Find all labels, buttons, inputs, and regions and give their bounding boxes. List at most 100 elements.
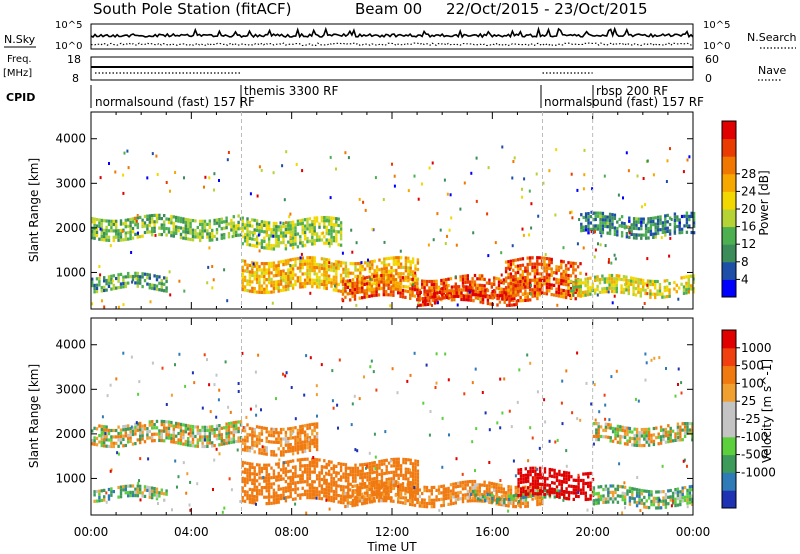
vel-region-8 [93,484,168,503]
nave-tick-bottom: 0 [705,72,712,85]
vel-cbar-tick-3: 25 [741,394,756,408]
vel-ytick-label-2: 3000 [55,382,86,396]
velocity-colorbar: 1000 500 100 25 -25 -100 -500 -1000 [721,329,776,509]
power-region-8 [91,271,168,294]
vel-region-2 [241,457,420,506]
cpid-label: CPID [6,91,35,104]
power-scatter-cells [91,145,696,309]
nsky-line [90,26,694,39]
power-colorbar-swatch-4 [722,209,736,228]
power-colorbar-label: Power [dB] [757,170,771,235]
beam-title: Beam 00 [355,0,422,18]
station-title: South Pole Station (fitACF) [93,0,291,18]
nsky-label: N.Sky [4,33,36,46]
velocity-ylabel: Slant Range [km] [27,364,41,468]
power-colorbar-swatch-5 [722,191,736,210]
nsearch-tick-top: 10^5 [703,20,730,31]
power-cbar-tick-4: 20 [741,202,756,216]
nave-tick-top: 60 [705,53,719,66]
vel-cbar-tick-5: -100 [741,430,768,444]
vel-region-0 [91,419,243,449]
nsky-series [90,26,694,47]
x-tick-label-5: 20:00 [575,525,610,539]
x-axis: 00:00 04:00 08:00 12:00 16:00 20:00 00:00 [74,525,711,539]
power-axes: 1000 2000 3000 4000 [55,112,694,309]
power-region-0 [91,213,243,243]
freq-tick-bottom: 8 [72,72,79,85]
cpid-segment-2: themis 3300 RF [244,84,338,98]
x-axis-label: Time UT [366,540,417,554]
power-ytick-label-3: 4000 [55,132,86,146]
freq-label-line1: Freq. [7,54,32,65]
vel-cbar-tick-4: -25 [741,412,761,426]
nsky-tick-top: 10^5 [55,20,82,31]
power-colorbar: 4 8 12 16 20 24 28 [721,120,756,298]
vel-cbar-tick-2: 100 [741,376,764,390]
power-cbar-tick-6: 28 [741,167,756,181]
velocity-scatter-cells [91,351,694,515]
vel-ytick-label-1: 2000 [55,427,86,441]
nave-label: Nave [758,64,786,77]
vel-cbar-tick-6: -500 [741,448,768,462]
x-tick-label-1: 04:00 [174,525,209,539]
velocity-colorbar-swatch-6 [722,383,736,402]
power-colorbar-swatch-1 [722,261,736,280]
nsearch-label: N.Search [747,31,797,44]
nsky-strip-frame [90,23,694,50]
power-ylabel: Slant Range [km] [27,158,41,262]
freq-strip-frame [90,56,694,81]
velocity-colorbar-swatch-7 [722,365,736,384]
power-colorbar-swatch-3 [722,226,736,245]
freq-tick-top: 18 [67,53,81,66]
nsearch-line [90,42,694,47]
velocity-colorbar-swatch-4 [722,419,736,438]
x-tick-label-0: 00:00 [74,525,109,539]
power-cbar-tick-3: 16 [741,220,756,234]
velocity-colorbar-swatch-1 [722,472,736,491]
vel-cbar-tick-0: 1000 [741,341,772,355]
velocity-colorbar-swatch-3 [722,436,736,456]
vel-sparse-echoes [101,351,694,515]
freq-label-line2: [MHz] [3,68,32,79]
power-region-4 [417,285,518,307]
velocity-colorbar-label: Velocity [m s^-1] [760,359,774,463]
power-ytick-label-0: 1000 [55,265,86,279]
nsearch-tick-bottom: 10^0 [703,41,730,52]
cpid-segment-1: normalsound (fast) 157 RF [95,95,255,109]
cpid-segment-3: normalsound (fast) 157 RF [544,95,704,109]
velocity-colorbar-swatch-9 [722,330,736,349]
x-tick-label-6: 00:00 [676,525,711,539]
velocity-axes: 1000 2000 3000 4000 [55,318,694,515]
vel-region-4 [467,488,568,505]
vel-cbar-tick-7: -1000 [741,465,776,479]
power-cbar-tick-0: 4 [741,272,749,286]
power-ytick-label-1: 2000 [55,221,86,235]
freq-series [91,66,693,74]
nsky-tick-bottom: 10^0 [55,41,82,52]
power-colorbar-swatch-2 [722,244,736,263]
x-tick-label-2: 08:00 [274,525,309,539]
power-ytick-label-2: 3000 [55,176,86,190]
velocity-colorbar-swatch-0 [722,490,736,509]
x-tick-label-3: 12:00 [375,525,410,539]
vel-ytick-label-3: 4000 [55,338,86,352]
power-colorbar-swatch-7 [722,156,736,175]
vel-region-1 [241,422,319,457]
power-region-6 [567,273,695,300]
vel-ytick-label-0: 1000 [55,471,86,485]
power-colorbar-swatch-8 [722,138,736,157]
power-colorbar-swatch-9 [722,121,736,140]
velocity-colorbar-swatch-8 [722,347,736,367]
vel-region-6 [592,484,694,510]
power-region-7 [580,211,696,240]
x-tick-label-4: 16:00 [475,525,510,539]
power-cbar-tick-5: 24 [741,184,756,198]
power-cbar-tick-1: 8 [741,255,749,269]
power-sparse-echoes [91,145,691,309]
date-title: 22/Oct/2015 - 23/Oct/2015 [446,0,648,18]
velocity-colorbar-swatch-5 [722,401,736,420]
vel-region-7 [592,422,694,448]
power-colorbar-swatch-6 [722,173,736,192]
